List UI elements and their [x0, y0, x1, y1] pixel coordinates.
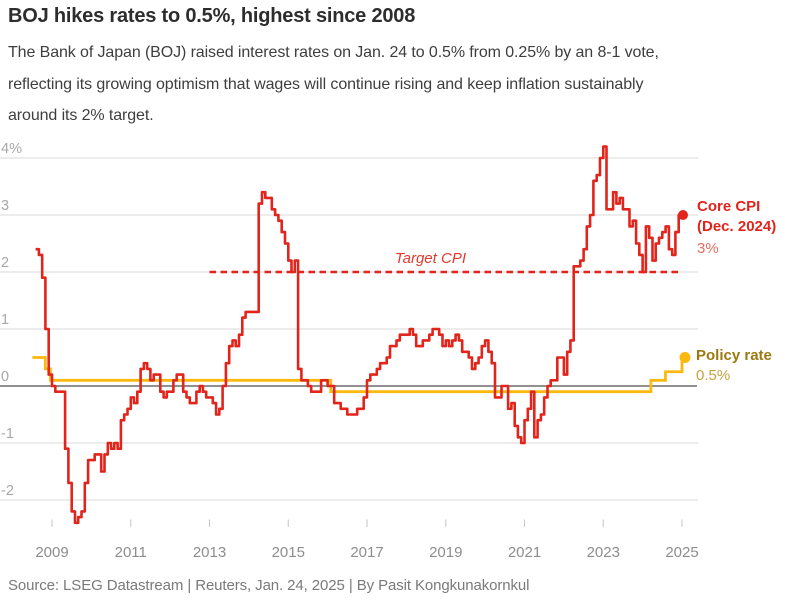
- y-tick-label-1: 1: [1, 312, 9, 328]
- x-tick-label-2023: 2023: [587, 544, 620, 561]
- y-tick-label--1: -1: [1, 426, 14, 442]
- x-tick-label-2015: 2015: [272, 544, 305, 561]
- y-tick-label-4%: 4%: [1, 141, 22, 157]
- x-axis: 2009 2011 2013 2015 2017 2019 2021 2023 2025: [35, 519, 699, 561]
- x-tick-label-2021: 2021: [508, 544, 541, 561]
- gridlines: [0, 157, 698, 501]
- core-cpi-legend-date: (Dec. 2024): [697, 218, 777, 235]
- source-attribution: Source: LSEG Datastream | Reuters, Jan. …: [8, 577, 530, 594]
- y-tick-label-0: 0: [1, 369, 9, 385]
- core-cpi-legend-value: 3%: [697, 240, 719, 257]
- page-title: BOJ hikes rates to 0.5%, highest since 2…: [8, 5, 416, 27]
- policy-rate-line: [32, 356, 685, 394]
- core-cpi-endpoint-dot: [678, 210, 688, 220]
- policy-rate-endpoint-dot: [679, 352, 691, 363]
- x-tick-label-2009: 2009: [35, 544, 68, 561]
- core-cpi-line: [35, 145, 683, 525]
- y-tick-label-3: 3: [1, 198, 9, 214]
- core-cpi-legend-name: Core CPI: [697, 198, 761, 215]
- y-tick-label-2: 2: [1, 255, 9, 271]
- policy-rate-legend-value: 0.5%: [696, 367, 731, 384]
- x-tick-label-2017: 2017: [350, 544, 383, 561]
- core-cpi-legend: Core CPI (Dec. 2024) 3%: [697, 197, 785, 259]
- x-tick-label-2019: 2019: [429, 544, 462, 561]
- x-tick-label-2025: 2025: [665, 544, 698, 561]
- target-cpi-label: Target CPI: [395, 250, 466, 267]
- y-tick-label--2: -2: [1, 483, 14, 499]
- chart-subtitle: The Bank of Japan (BOJ) raised interest …: [8, 44, 659, 124]
- policy-rate-legend: Policy rate 0.5%: [696, 346, 785, 386]
- x-tick-label-2011: 2011: [115, 544, 147, 561]
- y-axis-labels: 4% 3 2 1 0 -1 -2: [1, 141, 22, 499]
- x-tick-label-2013: 2013: [193, 544, 226, 561]
- policy-rate-legend-name: Policy rate: [696, 347, 772, 364]
